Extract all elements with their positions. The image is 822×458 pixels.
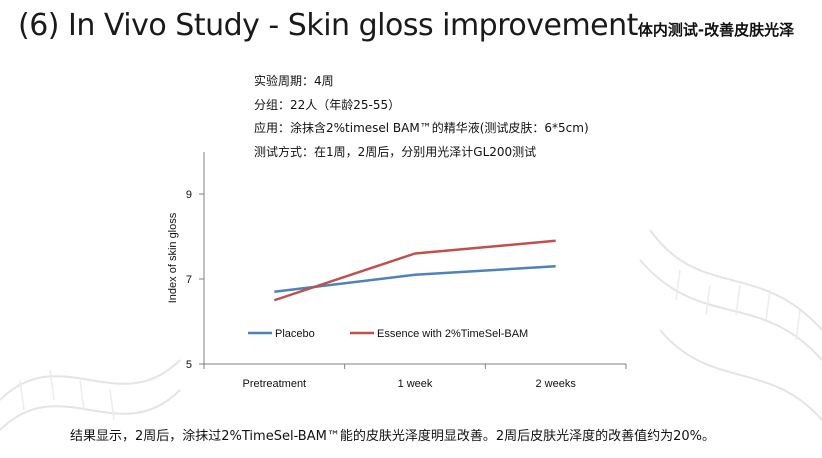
series-line-1 — [273, 239, 556, 302]
x-tick-label: Pretreatment — [243, 378, 307, 390]
study-info: 实验周期：4周 分组：22人（年龄25-55） 应用：涂抹含2%timesel … — [254, 73, 589, 167]
title-main: (6) In Vivo Study - Skin gloss improveme… — [18, 8, 638, 43]
slide-title: (6) In Vivo Study - Skin gloss improveme… — [18, 8, 794, 43]
series-line-0 — [274, 265, 556, 293]
conclusion-text: 结果显示，2周后，涂抹过2%TimeSel-BAM™能的皮肤光泽度明显改善。2周… — [70, 429, 715, 444]
legend-label: Placebo — [275, 328, 315, 340]
title-chinese: 体内测试-改善皮肤光泽 — [637, 21, 795, 39]
y-axis-label: Index of skin gloss — [167, 212, 179, 303]
x-tick-label: 1 week — [398, 378, 433, 390]
legend-label: Essence with 2%TimeSel-BAM — [377, 328, 528, 340]
info-method: 测试方式：在1周，2周后，分别用光泽计GL200测试 — [254, 144, 537, 159]
info-application: 应用：涂抹含2%timesel BAM™的精华液(测试皮肤：6*5cm) — [254, 121, 589, 135]
y-tick-label: 7 — [186, 274, 192, 286]
x-tick-label: 2 weeks — [535, 378, 576, 390]
info-group: 分组：22人（年龄25-55） — [254, 97, 401, 112]
y-tick-label: 9 — [186, 189, 192, 201]
info-period: 实验周期：4周 — [254, 74, 334, 88]
y-tick-label: 5 — [186, 359, 192, 371]
